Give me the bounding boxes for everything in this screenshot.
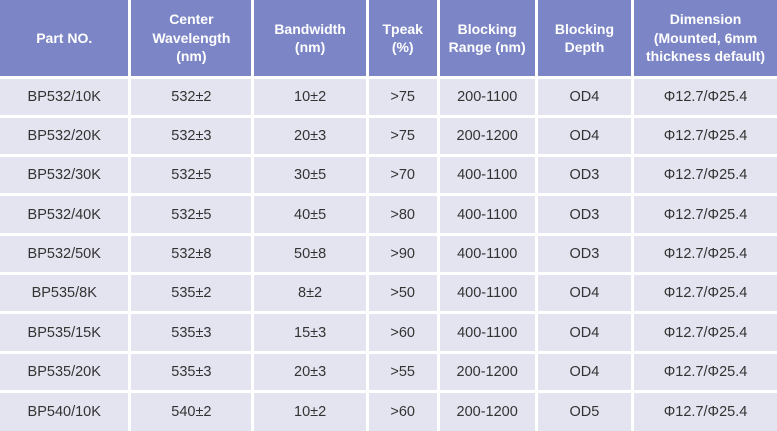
column-header-part-no: Part NO.	[0, 0, 132, 79]
table-cell: Φ12.7/Φ25.4	[631, 114, 777, 158]
table-cell: Φ12.7/Φ25.4	[631, 232, 777, 276]
table-cell: 400-1100	[436, 311, 538, 354]
table-row: BP535/8K 535±2 8±2 >50 400-1100 OD4 Φ12.7/Φ25.…	[0, 272, 777, 315]
table-row: BP532/10K 532±2 10±2 >75 200-1100 OD4 Φ12.7/Φ2…	[0, 75, 777, 118]
table-cell: 532±8	[128, 232, 255, 276]
table-cell: BP532/40K	[0, 193, 132, 236]
table-cell: 540±2	[128, 390, 255, 431]
table-cell: >60	[365, 390, 440, 431]
table-row: BP532/30K 532±5 30±5 >70 400-1100 OD3 Φ12.7/Φ2…	[0, 154, 777, 197]
table-cell: Φ12.7/Φ25.4	[631, 154, 777, 197]
table-cell: OD4	[534, 272, 635, 315]
table-cell: OD4	[534, 114, 635, 158]
table-row: BP532/20K 532±3 20±3 >75 200-1200 OD4 Φ12.7/Φ2…	[0, 114, 777, 158]
column-header-blocking-range: Blocking Range (nm)	[436, 0, 538, 79]
table-cell: >50	[365, 272, 440, 315]
table-cell: >75	[365, 114, 440, 158]
table-cell: BP535/8K	[0, 272, 132, 315]
table-cell: >75	[365, 75, 440, 118]
column-header-dimension: Dimension (Mounted, 6mm thickness defaul…	[631, 0, 777, 79]
table-cell: 8±2	[251, 272, 369, 315]
table-cell: 200-1200	[436, 114, 538, 158]
table-cell: OD4	[534, 350, 635, 394]
table-cell: >60	[365, 311, 440, 354]
table-cell: 30±5	[251, 154, 369, 197]
table-cell: BP532/30K	[0, 154, 132, 197]
table-cell: 200-1200	[436, 350, 538, 394]
table-cell: OD4	[534, 311, 635, 354]
table-cell: 200-1200	[436, 390, 538, 431]
table-cell: Φ12.7/Φ25.4	[631, 311, 777, 354]
column-header-blocking-depth: Blocking Depth	[534, 0, 635, 79]
column-header-tpeak: Tpeak (%)	[365, 0, 440, 79]
table-cell: 50±8	[251, 232, 369, 276]
table-cell: OD5	[534, 390, 635, 431]
table-cell: OD3	[534, 193, 635, 236]
table-cell: 535±3	[128, 350, 255, 394]
table-cell: 400-1100	[436, 154, 538, 197]
table-cell: BP535/20K	[0, 350, 132, 394]
table-cell: BP532/20K	[0, 114, 132, 158]
table-cell: 15±3	[251, 311, 369, 354]
column-header-center-wavelength: Center Wavelength (nm)	[128, 0, 255, 79]
table-cell: Φ12.7/Φ25.4	[631, 390, 777, 431]
table-cell: >55	[365, 350, 440, 394]
table-cell: OD4	[534, 75, 635, 118]
table-row: BP535/15K 535±3 15±3 >60 400-1100 OD4 Φ12.7/Φ2…	[0, 311, 777, 354]
table-cell: 10±2	[251, 390, 369, 431]
table-cell: 20±3	[251, 114, 369, 158]
table-cell: BP532/50K	[0, 232, 132, 276]
table-row: BP535/20K 535±3 20±3 >55 200-1200 OD4 Φ12.7/Φ2…	[0, 350, 777, 394]
table-cell: 20±3	[251, 350, 369, 394]
table-cell: 200-1100	[436, 75, 538, 118]
table-cell: 532±2	[128, 75, 255, 118]
table-body: BP532/10K 532±2 10±2 >75 200-1100 OD4 Φ12.7/Φ2…	[0, 75, 777, 431]
table-cell: 10±2	[251, 75, 369, 118]
table-cell: 400-1100	[436, 272, 538, 315]
table-cell: Φ12.7/Φ25.4	[631, 350, 777, 394]
table-cell: Φ12.7/Φ25.4	[631, 272, 777, 315]
table-cell: 535±3	[128, 311, 255, 354]
table-row: BP540/10K 540±2 10±2 >60 200-1200 OD5 Φ12.7/Φ2…	[0, 390, 777, 431]
table-cell: 400-1100	[436, 193, 538, 236]
table-cell: Φ12.7/Φ25.4	[631, 75, 777, 118]
table-cell: 400-1100	[436, 232, 538, 276]
table-cell: OD3	[534, 232, 635, 276]
table-row: BP532/40K 532±5 40±5 >80 400-1100 OD3 Φ12.7/Φ2…	[0, 193, 777, 236]
table-cell: 535±2	[128, 272, 255, 315]
table-cell: BP540/10K	[0, 390, 132, 431]
table-cell: BP532/10K	[0, 75, 132, 118]
table-cell: >70	[365, 154, 440, 197]
table-header-row: Part NO. Center Wavelength (nm) Bandwidt…	[0, 0, 777, 79]
table-cell: 532±3	[128, 114, 255, 158]
table-cell: 532±5	[128, 193, 255, 236]
table-cell: Φ12.7/Φ25.4	[631, 193, 777, 236]
column-header-bandwidth: Bandwidth (nm)	[251, 0, 369, 79]
table-cell: OD3	[534, 154, 635, 197]
table-cell: BP535/15K	[0, 311, 132, 354]
table-cell: >80	[365, 193, 440, 236]
table-cell: 532±5	[128, 154, 255, 197]
table-row: BP532/50K 532±8 50±8 >90 400-1100 OD3 Φ12.7/Φ2…	[0, 232, 777, 276]
table-cell: 40±5	[251, 193, 369, 236]
table-cell: >90	[365, 232, 440, 276]
